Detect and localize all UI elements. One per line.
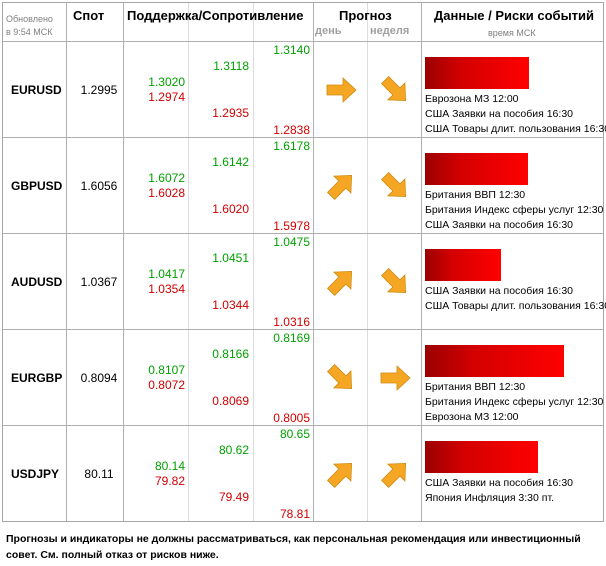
- resistance-1: 1.0417: [148, 267, 185, 281]
- support-3: 1.5978: [273, 219, 310, 233]
- resistance-3: 1.3140: [273, 43, 310, 57]
- arrow-right-icon: [377, 360, 413, 396]
- resistance-3: 0.8169: [273, 331, 310, 345]
- resistance-2: 80.62: [218, 443, 249, 457]
- event-item: Еврозона МЗ 12:00: [425, 93, 519, 105]
- resistance-1: 80.14: [154, 459, 185, 473]
- resistance-1: 1.3020: [148, 75, 185, 89]
- forecast-header: Прогноз: [339, 8, 392, 23]
- spot-price: 1.2995: [80, 83, 118, 97]
- resistance-2: 0.8166: [212, 347, 249, 361]
- arrow-up-right-icon: [323, 264, 359, 300]
- support-1: 1.6028: [148, 186, 185, 200]
- spot-price: 1.6056: [80, 179, 118, 193]
- pair-name: AUDUSD: [11, 275, 63, 289]
- spot-header: Спот: [73, 8, 105, 23]
- arrow-down-right-icon: [377, 168, 413, 204]
- updated-time: в 9:54 МСК: [6, 27, 53, 37]
- event-item: США Товары длит. пользования 16:30: [425, 123, 606, 135]
- support-3: 78.81: [279, 507, 310, 521]
- risk-bar: [425, 249, 501, 281]
- support-3: 0.8005: [273, 411, 310, 425]
- row-divider: [3, 233, 603, 234]
- support-resistance-header: Поддержка/Сопротивление: [127, 8, 304, 23]
- col-divider: [421, 3, 422, 521]
- support-1: 1.0354: [148, 282, 185, 296]
- spot-price: 0.8094: [80, 371, 118, 385]
- resistance-2: 1.6142: [212, 155, 249, 169]
- arrow-up-right-icon: [323, 456, 359, 492]
- row-divider: [3, 41, 603, 42]
- support-3: 1.2838: [273, 123, 310, 137]
- spot-price: 80.11: [84, 467, 114, 481]
- col-divider: [367, 3, 368, 521]
- pair-name: EURUSD: [11, 83, 62, 97]
- event-item: Британия Индекс сферы услуг 12:30: [425, 204, 604, 216]
- forecast-week-label: неделя: [370, 25, 410, 37]
- events-time-label: время МСК: [488, 28, 536, 38]
- event-item: Еврозона МЗ 12:00: [425, 411, 519, 423]
- support-3: 1.0316: [273, 315, 310, 329]
- support-2: 1.6020: [212, 202, 249, 216]
- event-item: США Заявки на пособия 16:30: [425, 108, 573, 120]
- pair-name: EURGBP: [11, 371, 63, 385]
- resistance-2: 1.0451: [212, 251, 249, 265]
- arrow-down-right-icon: [377, 264, 413, 300]
- col-divider: [188, 3, 189, 521]
- resistance-3: 1.0475: [273, 235, 310, 249]
- risk-bar: [425, 441, 538, 473]
- pair-name: USDJPY: [11, 467, 60, 481]
- resistance-2: 1.3118: [213, 59, 249, 73]
- arrow-down-right-icon: [377, 72, 413, 108]
- updated-line1: Обновлено: [6, 14, 53, 24]
- risk-bar: [425, 57, 529, 89]
- col-divider: [253, 3, 254, 521]
- support-1: 1.2974: [148, 90, 185, 104]
- row-divider: [3, 137, 603, 138]
- row-divider: [3, 425, 603, 426]
- support-2: 1.2935: [212, 106, 249, 120]
- arrow-up-right-icon: [377, 456, 413, 492]
- pair-name: GBPUSD: [11, 179, 63, 193]
- arrow-down-right-icon: [323, 360, 359, 396]
- risk-bar: [425, 153, 528, 185]
- event-item: США Товары длит. пользования 16:30: [425, 300, 606, 312]
- event-item: США Заявки на пособия 16:30: [425, 219, 573, 231]
- support-1: 0.8072: [148, 378, 185, 392]
- risk-bar: [425, 345, 564, 377]
- events-header: Данные / Риски событий: [434, 8, 595, 23]
- spot-price: 1.0367: [80, 275, 118, 289]
- support-2: 79.49: [218, 490, 249, 504]
- arrow-up-right-icon: [323, 168, 359, 204]
- col-divider: [313, 3, 314, 521]
- event-item: Британия Индекс сферы услуг 12:30: [425, 396, 604, 408]
- col-divider: [123, 3, 124, 521]
- support-2: 0.8069: [212, 394, 249, 408]
- event-item: Япония Инфляция 3:30 пт.: [425, 492, 555, 504]
- event-item: США Заявки на пособия 16:30: [425, 477, 573, 489]
- col-divider: [66, 3, 67, 521]
- support-2: 1.0344: [212, 298, 249, 312]
- forex-table: Обновлено в 9:54 МСК Спот Поддержка/Сопр…: [2, 2, 606, 522]
- support-1: 79.82: [154, 474, 185, 488]
- event-item: Британия ВВП 12:30: [425, 381, 526, 393]
- disclaimer: Прогнозы и индикаторы не должны рассматр…: [6, 533, 581, 561]
- resistance-3: 1.6178: [273, 139, 310, 153]
- event-item: Британия ВВП 12:30: [425, 189, 526, 201]
- arrow-right-icon: [323, 72, 359, 108]
- event-item: США Заявки на пособия 16:30: [425, 285, 573, 297]
- resistance-1: 1.6072: [148, 171, 185, 185]
- resistance-3: 80.65: [279, 427, 310, 441]
- forecast-day-label: день: [315, 25, 342, 37]
- resistance-1: 0.8107: [148, 363, 185, 377]
- row-divider: [3, 329, 603, 330]
- updated-label: Обновлено в 9:54 МСК: [6, 13, 68, 39]
